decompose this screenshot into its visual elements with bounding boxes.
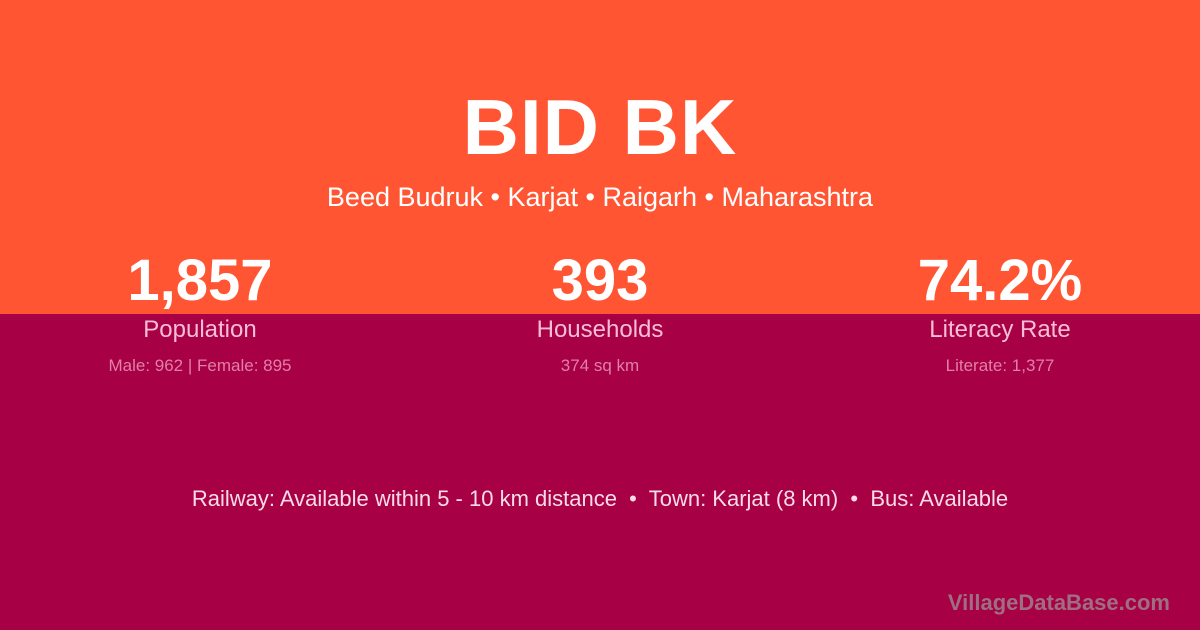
stat-value: 74.2%: [917, 248, 1083, 313]
stat-detail: Male: 962 | Female: 895: [108, 356, 292, 375]
stat-value: 393: [551, 248, 649, 313]
stat-households: 393 Households 374 sq km: [400, 248, 800, 376]
stat-label: Literacy Rate: [929, 316, 1071, 343]
brand-watermark: VillageDataBase.com: [947, 590, 1170, 615]
stat-label: Population: [143, 316, 257, 343]
stat-label: Households: [536, 316, 664, 343]
stat-detail: 374 sq km: [560, 356, 640, 375]
connectivity-info: Railway: Available within 5 - 10 km dist…: [191, 486, 1009, 511]
stat-detail: Literate: 1,377: [945, 356, 1055, 375]
header-band: [0, 0, 1200, 314]
stat-literacy: 74.2% Literacy Rate Literate: 1,377: [800, 248, 1200, 376]
village-title: BID BK: [462, 83, 738, 171]
stat-value: 1,857: [127, 248, 273, 313]
stat-population: 1,857 Population Male: 962 | Female: 895: [0, 248, 400, 376]
location-breadcrumb: Beed Budruk • Karjat • Raigarh • Maharas…: [326, 182, 874, 212]
